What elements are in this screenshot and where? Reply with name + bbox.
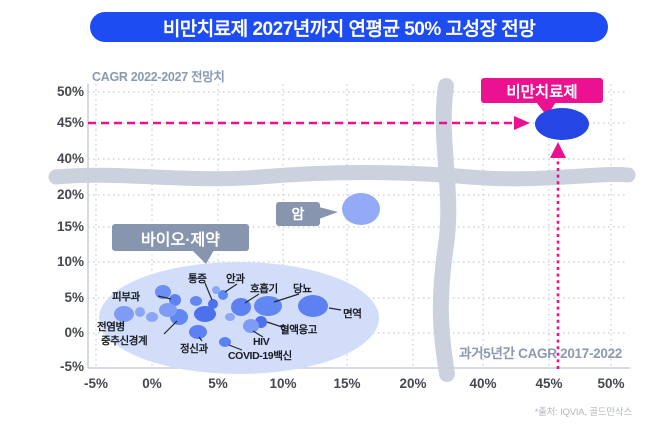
- cancer-callout-tail: [319, 207, 338, 219]
- biopharma-callout: 바이오·제약: [112, 224, 249, 251]
- bubble-통증: [208, 299, 218, 309]
- bubble-암: [342, 193, 380, 225]
- cancer-callout: 암: [276, 202, 320, 226]
- bubble-unlabeled: [159, 303, 177, 317]
- bubble-unlabeled: [190, 296, 202, 306]
- bubble-label-면역: 면역: [343, 308, 362, 320]
- bubble-label-COVID-19백신: COVID-19백신: [228, 350, 292, 362]
- bubble-label-당뇨: 당뇨: [293, 283, 312, 295]
- y-axis-title: CAGR 2022-2027 전망치: [92, 70, 225, 84]
- bubble-unlabeled: [194, 306, 216, 322]
- bubble-unlabeled: [135, 307, 145, 317]
- y-tick-45%: 45%: [56, 115, 84, 130]
- x-tick-0%: 0%: [142, 376, 162, 391]
- bubble-COVID-19백신: [219, 337, 231, 347]
- x-tick-45%: 45%: [535, 376, 563, 391]
- bubble-unlabeled: [225, 313, 235, 321]
- bubble-안과: [218, 290, 228, 300]
- bubble-label-피부과: 피부과: [112, 291, 140, 303]
- y-tick-50%: 50%: [56, 84, 84, 99]
- bubble-label-통증: 통증: [188, 273, 207, 285]
- title-banner: 비만치료제 2027년까지 연평균 50% 고성장 전망: [90, 12, 608, 42]
- x-tick-10%: 10%: [269, 376, 297, 391]
- bubble-HIV: [243, 319, 259, 333]
- bubble-전염병: [114, 306, 134, 322]
- bubble-label-정신과: 정신과: [180, 343, 208, 355]
- x-tick-20%: 20%: [399, 376, 427, 391]
- bubble-label-호흡기: 호흡기: [250, 283, 278, 295]
- bubble-label-HIV: HIV: [253, 336, 270, 348]
- y-tick-15%: 15%: [56, 219, 84, 234]
- x-axis-break-band: [432, 78, 457, 382]
- bubble-label-안과: 안과: [226, 273, 245, 285]
- x-tick-15%: 15%: [333, 376, 361, 391]
- bubble-면역: [298, 295, 328, 317]
- x-tick-40%: 40%: [469, 376, 497, 391]
- biopharma-callout-text: 바이오·제약: [141, 231, 220, 249]
- obesity-callout: 비만치료제: [481, 78, 603, 103]
- y-tick-10%: 10%: [56, 254, 84, 269]
- bubble-label-중추신경계: 중추신경계: [101, 335, 148, 347]
- bubble-unlabeled: [155, 285, 171, 299]
- x-tick-50%: 50%: [597, 376, 625, 391]
- y-axis-break-band: [48, 165, 636, 187]
- y-tick-20%: 20%: [56, 187, 84, 202]
- x-tick--5%: -5%: [83, 376, 108, 391]
- x-tick-5%: 5%: [208, 376, 228, 391]
- source-note: *출처: IQVIA, 골드만삭스: [534, 407, 633, 418]
- title-banner-text: 비만치료제 2027년까지 연평균 50% 고성장 전망: [162, 18, 536, 40]
- dashed-arrowhead-right: [514, 116, 530, 130]
- y-tick--5%: -5%: [59, 359, 84, 374]
- y-tick-0%: 0%: [64, 325, 84, 340]
- biopharma-callout-tail: [192, 250, 214, 264]
- dotted-arrowhead-up: [550, 142, 566, 158]
- cancer-callout-text: 암: [291, 206, 305, 222]
- bubble-정신과: [189, 325, 207, 339]
- bubble-label-혈액응고: 혈액응고: [280, 324, 318, 336]
- obesity-callout-text: 비만치료제: [506, 83, 578, 101]
- y-tick-5%: 5%: [64, 290, 84, 305]
- bubble-호흡기: [231, 298, 251, 316]
- bubble-비만치료제: [535, 108, 589, 140]
- y-tick-40%: 40%: [56, 151, 84, 166]
- bubble-unlabeled: [146, 312, 158, 322]
- bubble-label-전염병: 전염병: [97, 321, 125, 333]
- x-axis-title: 과거5년간 CAGR 2017-2022: [459, 346, 622, 361]
- bubble-unlabeled: [212, 286, 220, 294]
- bubble-당뇨: [254, 296, 282, 316]
